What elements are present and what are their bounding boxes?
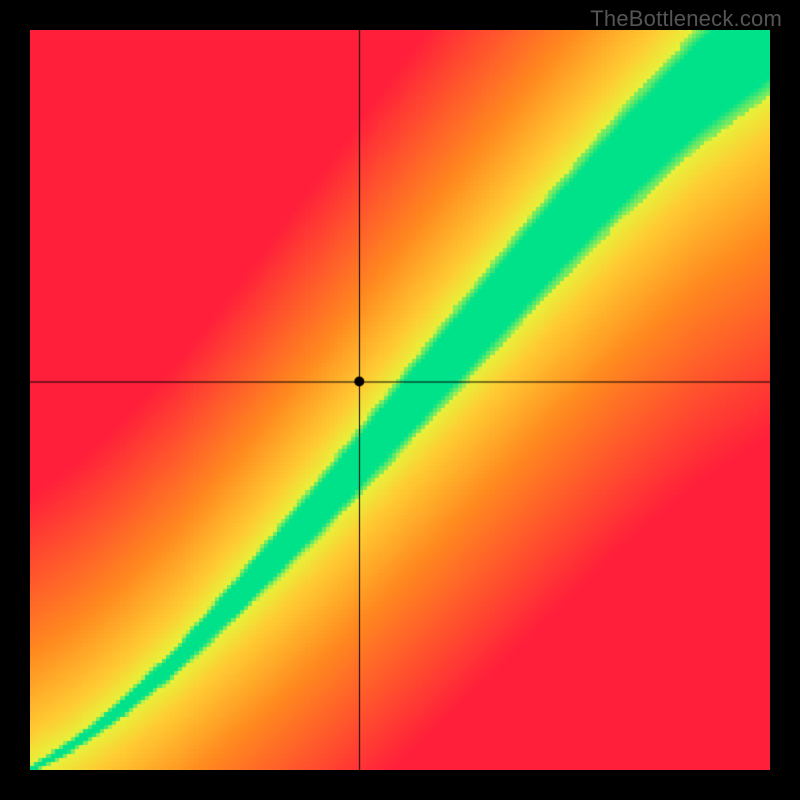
watermark-text: TheBottleneck.com (590, 6, 782, 32)
heatmap-canvas (30, 30, 770, 770)
plot-area (30, 30, 770, 770)
chart-container: TheBottleneck.com (0, 0, 800, 800)
